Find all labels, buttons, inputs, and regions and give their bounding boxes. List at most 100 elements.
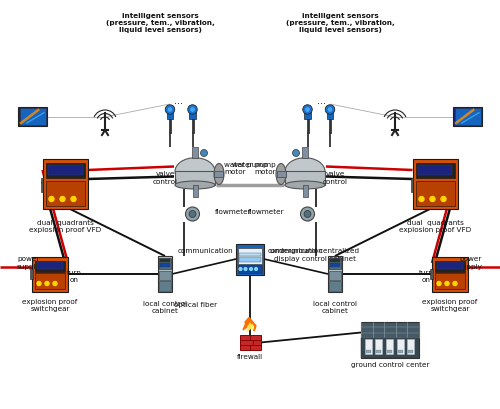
Bar — [35, 273, 65, 289]
Bar — [159, 270, 171, 279]
Bar — [18, 107, 47, 126]
Circle shape — [300, 207, 314, 221]
Circle shape — [71, 196, 76, 202]
Bar — [238, 265, 262, 272]
Bar — [304, 112, 311, 119]
Bar — [326, 112, 333, 119]
Bar — [387, 350, 392, 353]
Bar — [160, 263, 170, 267]
Bar — [238, 247, 262, 263]
Bar — [376, 350, 382, 353]
Text: intelligent sensors
(pressure, tem., vibration,
liquid level sensors): intelligent sensors (pressure, tem., vib… — [286, 13, 395, 33]
Ellipse shape — [276, 164, 286, 184]
Circle shape — [189, 211, 196, 218]
Bar — [239, 256, 261, 261]
Circle shape — [437, 281, 441, 285]
Bar — [20, 108, 46, 124]
Text: ...: ... — [317, 97, 326, 106]
Bar — [410, 178, 413, 191]
Circle shape — [305, 107, 310, 112]
Text: ground control center: ground control center — [351, 362, 429, 369]
Bar — [366, 350, 371, 353]
Bar — [175, 171, 215, 185]
Bar — [328, 256, 342, 292]
Bar — [329, 258, 341, 269]
Text: optical fiber: optical fiber — [174, 302, 218, 308]
Circle shape — [419, 196, 424, 202]
Circle shape — [186, 207, 200, 221]
Text: water pump
motor: water pump motor — [232, 162, 276, 175]
Bar — [416, 163, 455, 178]
Bar — [408, 350, 413, 353]
Circle shape — [304, 211, 311, 218]
Polygon shape — [247, 323, 252, 331]
Text: intelligent sensors
(pressure, tem., vibration,
liquid level sensors): intelligent sensors (pressure, tem., vib… — [106, 13, 214, 33]
Bar — [407, 339, 414, 354]
Bar — [159, 258, 171, 269]
Text: communication: communication — [267, 248, 323, 254]
Ellipse shape — [175, 181, 215, 189]
Ellipse shape — [214, 164, 224, 184]
Bar — [430, 269, 432, 279]
Bar — [330, 263, 340, 267]
Bar — [329, 270, 341, 279]
Bar — [35, 261, 65, 272]
Bar — [375, 339, 382, 354]
Bar — [397, 339, 404, 354]
Circle shape — [190, 107, 195, 112]
Circle shape — [430, 196, 435, 202]
Text: local control
cabinet: local control cabinet — [143, 301, 187, 314]
Bar — [40, 178, 43, 191]
Bar — [361, 338, 419, 358]
Text: flowmeter: flowmeter — [215, 209, 252, 214]
Bar — [42, 159, 88, 209]
Circle shape — [239, 267, 242, 270]
Bar — [160, 259, 170, 262]
Circle shape — [165, 105, 175, 114]
Circle shape — [327, 107, 333, 112]
Text: turn
on: turn on — [418, 270, 434, 283]
Bar — [302, 184, 308, 197]
Bar — [398, 350, 403, 353]
Text: power
supply: power supply — [459, 256, 483, 270]
Circle shape — [244, 267, 247, 270]
Bar — [386, 339, 393, 354]
Text: explosion proof
switchgear: explosion proof switchgear — [22, 299, 78, 312]
Bar — [437, 261, 463, 269]
Circle shape — [45, 281, 49, 285]
Bar — [435, 261, 465, 272]
Bar — [46, 181, 84, 206]
Bar — [416, 181, 455, 206]
Bar — [30, 269, 32, 279]
Bar — [48, 165, 82, 175]
Bar — [158, 256, 172, 292]
Text: power
supply: power supply — [17, 256, 41, 270]
Text: water pump
motor: water pump motor — [224, 162, 268, 175]
Bar — [285, 171, 325, 185]
Bar — [418, 165, 452, 175]
Circle shape — [254, 267, 258, 270]
Circle shape — [250, 267, 252, 270]
Bar — [192, 147, 198, 158]
Bar — [37, 261, 63, 269]
Bar — [330, 259, 340, 262]
Text: turn
on: turn on — [66, 270, 82, 283]
Text: local control
cabinet: local control cabinet — [313, 301, 357, 314]
Bar — [361, 322, 419, 358]
Text: valve
control: valve control — [152, 171, 178, 184]
Bar — [302, 147, 308, 158]
Text: dual  quadrants
explosion proof VFD: dual quadrants explosion proof VFD — [29, 220, 101, 233]
Bar — [236, 243, 264, 274]
Circle shape — [445, 281, 449, 285]
Circle shape — [188, 105, 197, 114]
Text: underground centralized
display control cabinet: underground centralized display control … — [270, 249, 359, 261]
Circle shape — [60, 196, 65, 202]
Text: flowmeter: flowmeter — [248, 209, 285, 214]
Circle shape — [303, 105, 312, 114]
Circle shape — [37, 281, 41, 285]
Bar — [167, 112, 173, 119]
Circle shape — [325, 105, 335, 114]
Ellipse shape — [175, 158, 215, 185]
Circle shape — [53, 281, 57, 285]
Text: valve
control: valve control — [322, 171, 347, 184]
